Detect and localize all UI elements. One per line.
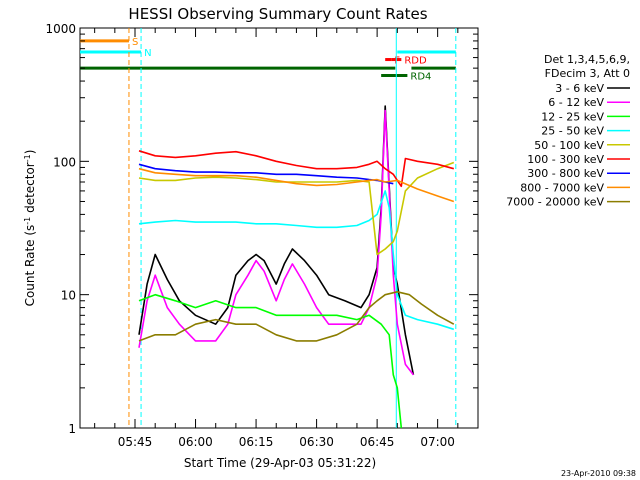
legend-item-label: 800 - 7000 keV — [520, 181, 604, 194]
legend-item-label: 7000 - 20000 keV — [506, 196, 604, 209]
y-axis-label: Count Rate (s-1 detector-1) — [23, 150, 38, 307]
x-tick-label: 05:45 — [118, 435, 153, 449]
series-line — [138, 150, 455, 188]
legend-item-label: 12 - 25 keV — [541, 110, 604, 123]
x-tick-label: 06:45 — [360, 435, 395, 449]
series-line — [138, 167, 455, 203]
series-line — [138, 190, 455, 331]
y-tick-label: 1 — [68, 422, 76, 436]
series-line — [138, 109, 415, 376]
flag-bars: SN F RDD RD4 — [80, 37, 456, 83]
flag-label: F — [394, 56, 400, 67]
legend-item-label: 50 - 100 keV — [534, 139, 604, 152]
legend-item-label: 3 - 6 keV — [555, 82, 604, 95]
x-tick-label: 06:00 — [178, 435, 213, 449]
y-tick-label: 1000 — [45, 22, 76, 36]
vertical-markers — [128, 28, 457, 428]
flag-label: RD4 — [410, 72, 431, 83]
y-tick-label: 10 — [61, 289, 76, 303]
legend-item-label: 6 - 12 keV — [548, 96, 604, 109]
x-tick-label: 07:00 — [420, 435, 455, 449]
legend-header-line1: Det 1,3,4,5,6,9, — [544, 53, 630, 66]
legend: Det 1,3,4,5,6,9, FDecim 3, Att 0 3 - 6 k… — [506, 53, 630, 209]
x-axis-label: Start Time (29-Apr-03 05:31:22) — [184, 456, 376, 470]
y-axis-ticks: 1 10 100 1000 — [45, 22, 478, 436]
legend-item-label: 25 - 50 keV — [541, 125, 604, 138]
series-line — [138, 290, 455, 342]
flag-label: N — [144, 48, 151, 59]
series-lines — [138, 105, 455, 429]
plot-frame — [79, 27, 479, 429]
footer-date: 23-Apr-2010 09:38 — [561, 469, 636, 478]
x-tick-label: 06:30 — [299, 435, 334, 449]
legend-item-label: 100 - 300 keV — [527, 153, 604, 166]
chart-title: HESSI Observing Summary Count Rates — [128, 5, 427, 23]
y-tick-label: 100 — [53, 155, 76, 169]
x-axis-ticks: 05:45 06:00 06:15 06:30 06:45 07:00 — [94, 28, 479, 449]
x-tick-label: 06:15 — [239, 435, 274, 449]
legend-item-label: 300 - 800 keV — [527, 167, 604, 180]
series-line — [138, 293, 403, 429]
legend-header-line2: FDecim 3, Att 0 — [545, 67, 630, 80]
flag-label: RDD — [404, 56, 427, 67]
series-line — [138, 161, 455, 256]
flag-label: S — [132, 37, 138, 48]
